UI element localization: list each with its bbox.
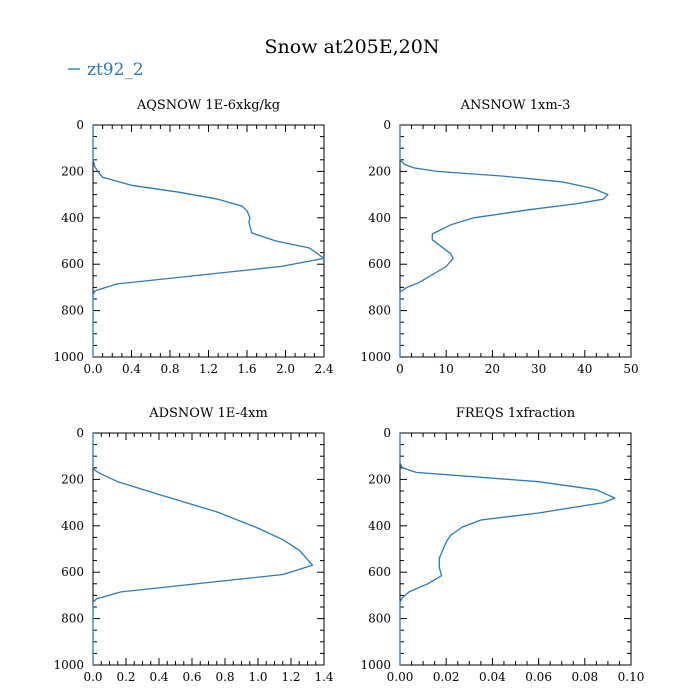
x-tick-label: 2.4 [314,362,333,376]
x-tick-label: 10 [439,362,454,376]
y-tick-label: 800 [61,304,84,318]
panel-title: FREQS 1xfraction [456,406,576,421]
y-tick-label: 400 [61,211,84,225]
series-line [399,125,609,357]
y-tick-label: 400 [368,519,391,533]
chart-panel-1: AQSNOW 1E-6xkg/kg 0.0 0.4 0.8 1.2 1.6 2.0 2.4 0 2… [53,98,333,376]
y-tick-label: 0 [383,118,391,132]
x-tick-label: 0.2 [116,670,135,684]
chart-panel-4: FREQS 1xfraction 0.00 0.02 0.04 0.06 0.08 0.10… [360,406,644,684]
x-tick-label: 0.10 [618,670,645,684]
plot-frame [92,124,325,358]
x-tick-label: 0.8 [215,670,234,684]
x-tick-label: 1.0 [248,670,267,684]
y-tick-label: 0 [76,426,84,440]
x-tick-label: 0.8 [160,362,179,376]
x-tick-label: 50 [623,362,638,376]
x-tick-label: 2.0 [276,362,295,376]
x-tick-label: 0.6 [182,670,201,684]
x-tick-label: 30 [531,362,546,376]
panel-title: AQSNOW 1E-6xkg/kg [136,98,280,113]
x-tick-label: 0 [396,362,404,376]
plot-frame [399,432,632,666]
y-tick-label: 1000 [360,350,391,364]
y-tick-label: 400 [61,519,84,533]
y-tick-label: 1000 [53,658,84,672]
y-tick-label: 1000 [360,658,391,672]
x-tick-label: 0.00 [387,670,414,684]
panel-title: ANSNOW 1xm-3 [460,98,571,113]
x-tick-label: 0.06 [525,670,552,684]
series-line [399,433,616,665]
x-tick-label: 0.0 [83,670,102,684]
x-tick-label: 1.2 [199,362,218,376]
x-tick-label: 20 [485,362,500,376]
y-tick-label: 200 [61,472,84,486]
x-tick-label: 0.4 [122,362,141,376]
y-tick-label: 400 [368,211,391,225]
legend-label: zt92_2 [87,60,144,80]
figure-title: Snow at205E,20N [265,36,440,58]
x-tick-label: 0.04 [479,670,506,684]
y-tick-label: 800 [368,612,391,626]
y-tick-label: 600 [368,565,391,579]
x-tick-label: 1.2 [281,670,300,684]
chart-panel-3: ADSNOW 1E-4xm 0.0 0.2 0.4 0.6 0.8 1.0 1.2 1.4 0 20… [53,406,333,684]
y-tick-label: 800 [368,304,391,318]
x-tick-label: 0.4 [149,670,168,684]
x-tick-label: 0.0 [83,362,102,376]
series-line [92,125,325,357]
y-tick-label: 0 [76,118,84,132]
y-tick-label: 800 [61,612,84,626]
y-tick-label: 600 [61,565,84,579]
panels: AQSNOW 1E-6xkg/kg 0.0 0.4 0.8 1.2 1.6 2.0 2.4 0 2… [53,98,644,684]
x-tick-label: 1.4 [314,670,333,684]
y-tick-label: 200 [368,472,391,486]
y-tick-label: 200 [61,164,84,178]
x-tick-label: 0.08 [571,670,598,684]
y-tick-label: 600 [368,257,391,271]
y-tick-label: 600 [61,257,84,271]
series-line [92,433,314,665]
chart-panel-2: ANSNOW 1xm-3 0 10 20 30 40 50 0 200 400 600 800 1000 [360,98,638,376]
plot-frame [92,432,325,666]
panel-title: ADSNOW 1E-4xm [148,406,268,421]
y-tick-label: 0 [383,426,391,440]
y-tick-label: 200 [368,164,391,178]
x-tick-label: 1.6 [237,362,256,376]
x-tick-label: 0.02 [433,670,460,684]
y-tick-label: 1000 [53,350,84,364]
x-tick-label: 40 [577,362,592,376]
